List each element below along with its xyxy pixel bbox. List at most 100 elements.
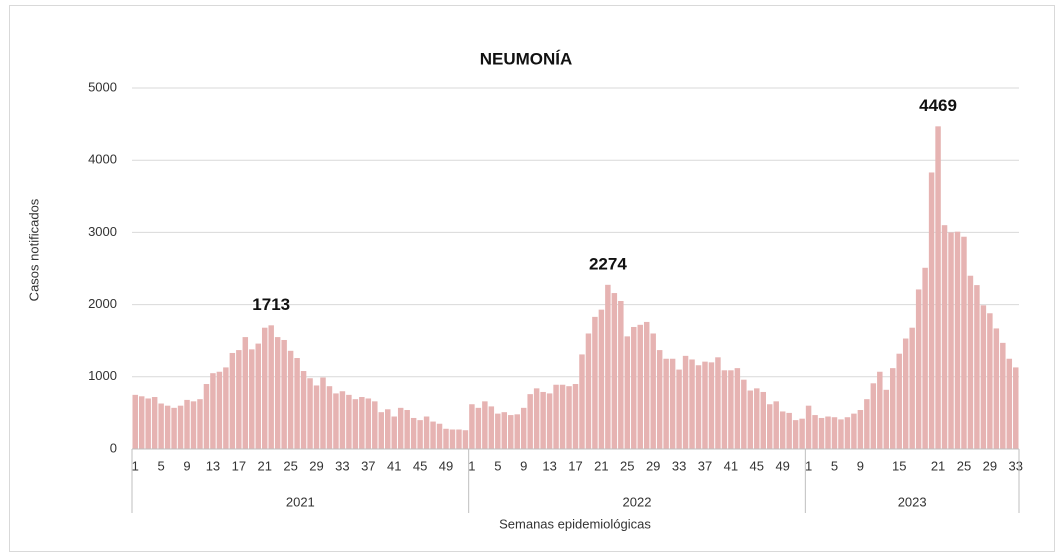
bar [210,373,216,449]
x-tick-label: 25 [957,458,971,473]
bar [287,350,294,449]
bar [702,361,708,449]
bar [300,371,307,449]
bar [928,172,935,449]
x-tick-label: 1 [805,458,812,473]
bar [527,394,533,449]
bar [935,126,941,450]
group-label: 2022 [623,494,652,509]
bar [766,404,773,449]
bar [786,412,792,449]
bar [890,368,896,449]
bar [216,371,223,449]
x-tick-label: 9 [183,458,190,473]
x-tick-label: 21 [931,458,945,473]
bar [359,397,365,449]
bar [805,405,812,449]
bar [980,305,987,449]
bar [508,415,514,449]
x-tick-label: 21 [257,458,271,473]
bar [825,416,831,449]
bar [728,370,734,449]
y-tick-label: 1000 [88,368,117,383]
bar [1006,358,1013,449]
bar [902,338,909,449]
bar [307,378,313,449]
bar [585,333,592,449]
x-tick-label: 9 [520,458,527,473]
bar [138,396,145,449]
x-tick-label: 25 [283,458,297,473]
bar [443,428,449,449]
x-tick-label: 1 [468,458,475,473]
bar [799,418,805,449]
bar [715,357,721,449]
x-tick-label: 17 [232,458,246,473]
x-tick-label: 41 [724,458,738,473]
bar [294,358,300,449]
bar [643,321,650,449]
bar [967,275,974,449]
bar [261,327,268,449]
bar [229,352,236,449]
group-label: 2021 [286,494,315,509]
bar [676,369,682,449]
bar [488,406,495,449]
bar [559,384,566,449]
bar [650,333,656,449]
bar [145,398,151,449]
bar [546,393,553,449]
bar [520,407,527,449]
bar [592,316,598,449]
x-tick-label: 33 [1009,458,1023,473]
bar [734,368,741,449]
bar [242,337,249,449]
bar [268,325,274,449]
bar [605,284,611,449]
bar [974,285,980,449]
bar [410,417,417,449]
x-tick-label: 17 [568,458,582,473]
y-tick-label: 5000 [88,79,117,94]
x-tick-label: 45 [413,458,427,473]
bar [721,370,728,449]
bar [449,429,456,449]
bar [158,403,164,449]
bar [883,389,890,449]
bar [669,358,676,449]
bar [320,377,326,449]
bar [851,413,857,449]
bar [1013,367,1019,449]
bar [385,409,391,449]
bar [475,407,482,449]
bar [760,391,766,449]
x-tick-label: 41 [387,458,401,473]
chart-frame [9,5,1055,552]
x-tick-label: 33 [672,458,686,473]
bar [857,410,864,449]
x-tick-label: 13 [542,458,556,473]
x-tick-label: 29 [646,458,660,473]
bar [656,350,663,449]
x-tick-label: 45 [750,458,764,473]
bar [151,397,158,449]
bar [941,225,948,449]
bar [987,313,993,449]
x-tick-label: 25 [620,458,634,473]
bar [598,309,605,449]
bar [954,231,961,449]
bar [579,354,585,449]
bar [779,411,786,449]
bar [397,407,404,449]
bar [844,417,851,449]
bar [540,391,546,449]
y-tick-label: 4000 [88,152,117,167]
bar [741,379,747,449]
bar [792,420,799,449]
x-tick-label: 5 [158,458,165,473]
bar [870,383,877,449]
bar [436,423,443,449]
bar [404,410,410,449]
x-tick-label: 13 [206,458,220,473]
